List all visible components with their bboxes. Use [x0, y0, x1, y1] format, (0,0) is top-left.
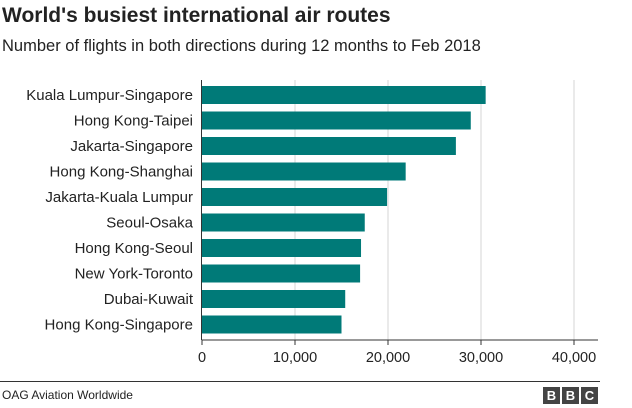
x-tick-label-0: 0 [198, 350, 206, 366]
bar-2 [202, 137, 456, 155]
x-tick-label-1: 10,000 [273, 350, 317, 366]
category-label-6: Hong Kong-Seoul [75, 240, 193, 257]
logo-letter-c: C [581, 387, 598, 404]
bar-0 [202, 86, 486, 104]
category-label-8: Dubai-Kuwait [104, 291, 194, 308]
category-label-9: Hong Kong-Singapore [45, 317, 193, 334]
chart-title: World's busiest international air routes [2, 4, 391, 27]
logo-letter-b1: B [543, 387, 560, 404]
category-label-7: New York-Toronto [75, 266, 193, 283]
bbc-logo: B B C [543, 387, 598, 404]
bar-6 [202, 239, 362, 257]
category-label-5: Seoul-Osaka [106, 215, 193, 232]
chart-subtitle: Number of flights in both directions dur… [2, 37, 481, 55]
logo-letter-b2: B [562, 387, 579, 404]
footer-divider [0, 381, 600, 382]
category-label-0: Kuala Lumpur-Singapore [26, 87, 193, 104]
bar-5 [202, 213, 365, 232]
bar-8 [202, 290, 346, 308]
x-tick-label-4: 40,000 [552, 350, 596, 366]
source-note: OAG Aviation Worldwide [2, 388, 133, 402]
category-label-4: Jakarta-Kuala Lumpur [45, 189, 193, 206]
bar-9 [202, 315, 342, 334]
category-label-1: Hong Kong-Taipei [74, 113, 193, 130]
x-tick-label-2: 20,000 [366, 350, 410, 366]
bar-7 [202, 264, 361, 283]
bar-3 [202, 162, 406, 181]
bar-4 [202, 188, 388, 206]
category-label-2: Jakarta-Singapore [70, 138, 193, 155]
bar-1 [202, 111, 471, 130]
x-tick-label-3: 30,000 [459, 350, 503, 366]
category-label-3: Hong Kong-Shanghai [50, 164, 193, 181]
bar-chart: Kuala Lumpur-Singapore Hong Kong-Taipei Ja… [26, 80, 598, 366]
